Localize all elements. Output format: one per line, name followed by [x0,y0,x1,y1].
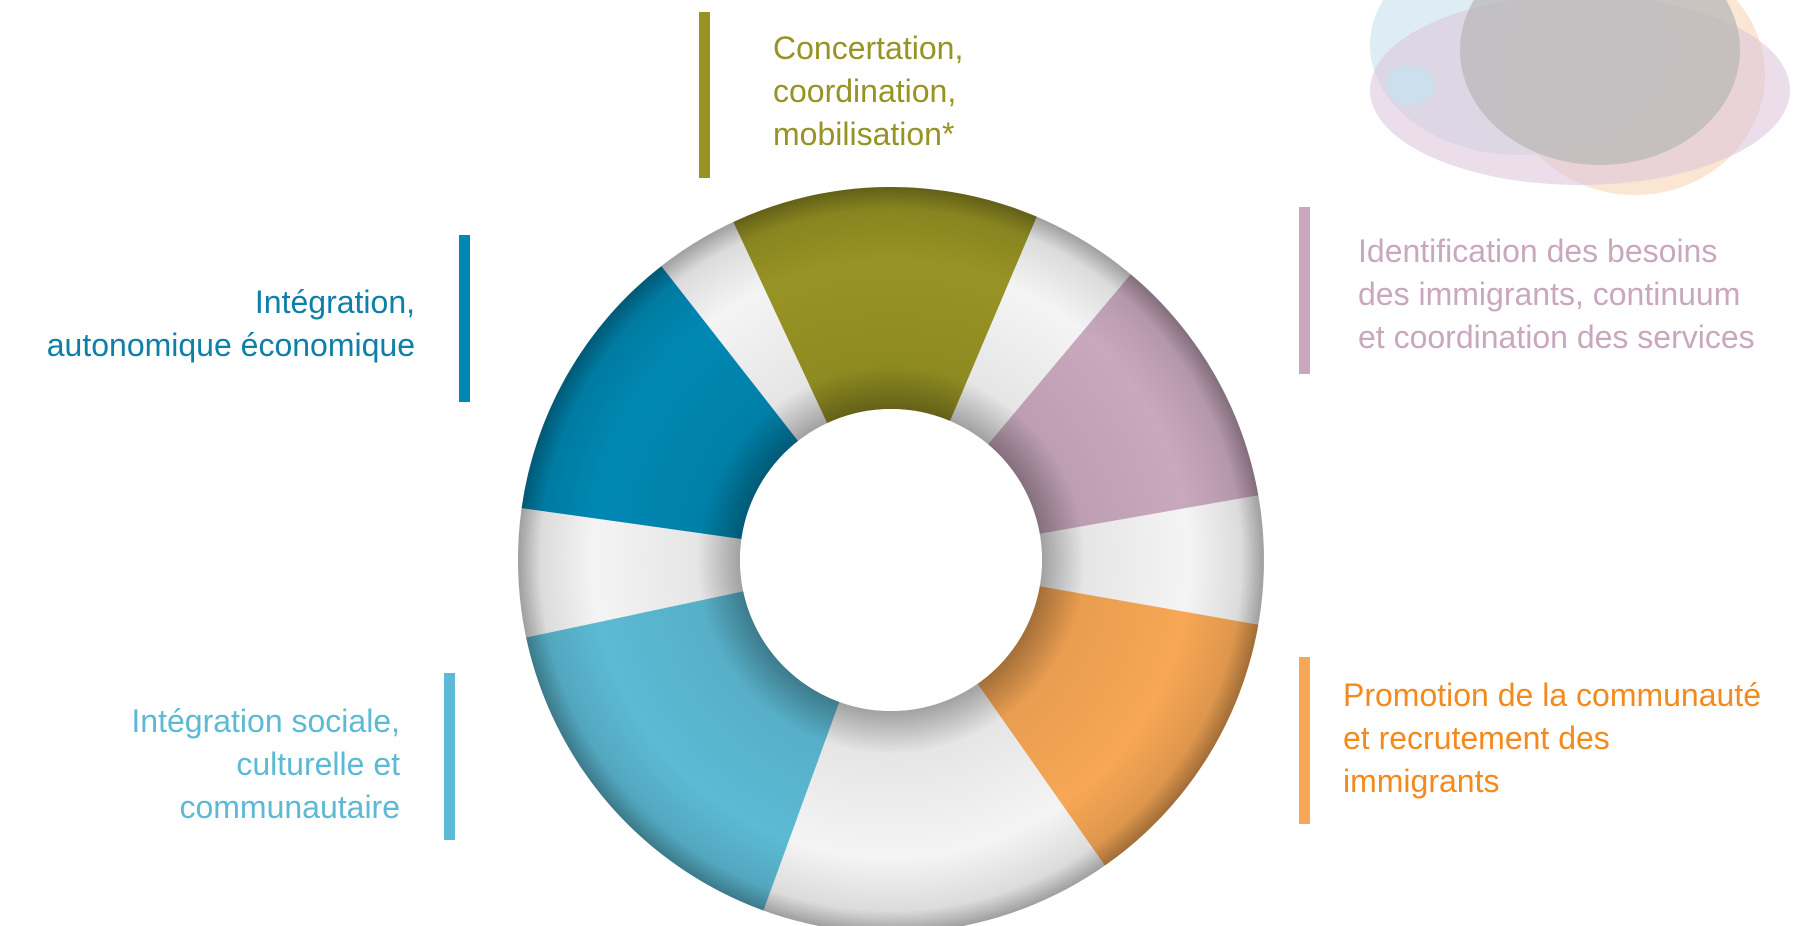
bar-integration-sociale [444,673,455,840]
label-identification: Identification des besoins des immigrant… [1358,233,1755,355]
ring-shading [518,187,1264,926]
bar-promotion [1299,657,1310,824]
label-concertation: Concertation, coordination, mobilisation… [773,30,964,152]
label-integration-economique: Intégration, autonomique économique [46,284,415,363]
bar-identification [1299,207,1310,374]
decorative-blobs [1370,0,1790,195]
label-promotion: Promotion de la communauté et recrutemen… [1343,677,1761,799]
bar-concertation [699,12,710,178]
label-integration-sociale: Intégration sociale, culturelle et commu… [131,703,400,825]
ring-center [740,409,1042,711]
ring-group [518,186,1264,926]
bar-integration-economique [459,235,470,402]
